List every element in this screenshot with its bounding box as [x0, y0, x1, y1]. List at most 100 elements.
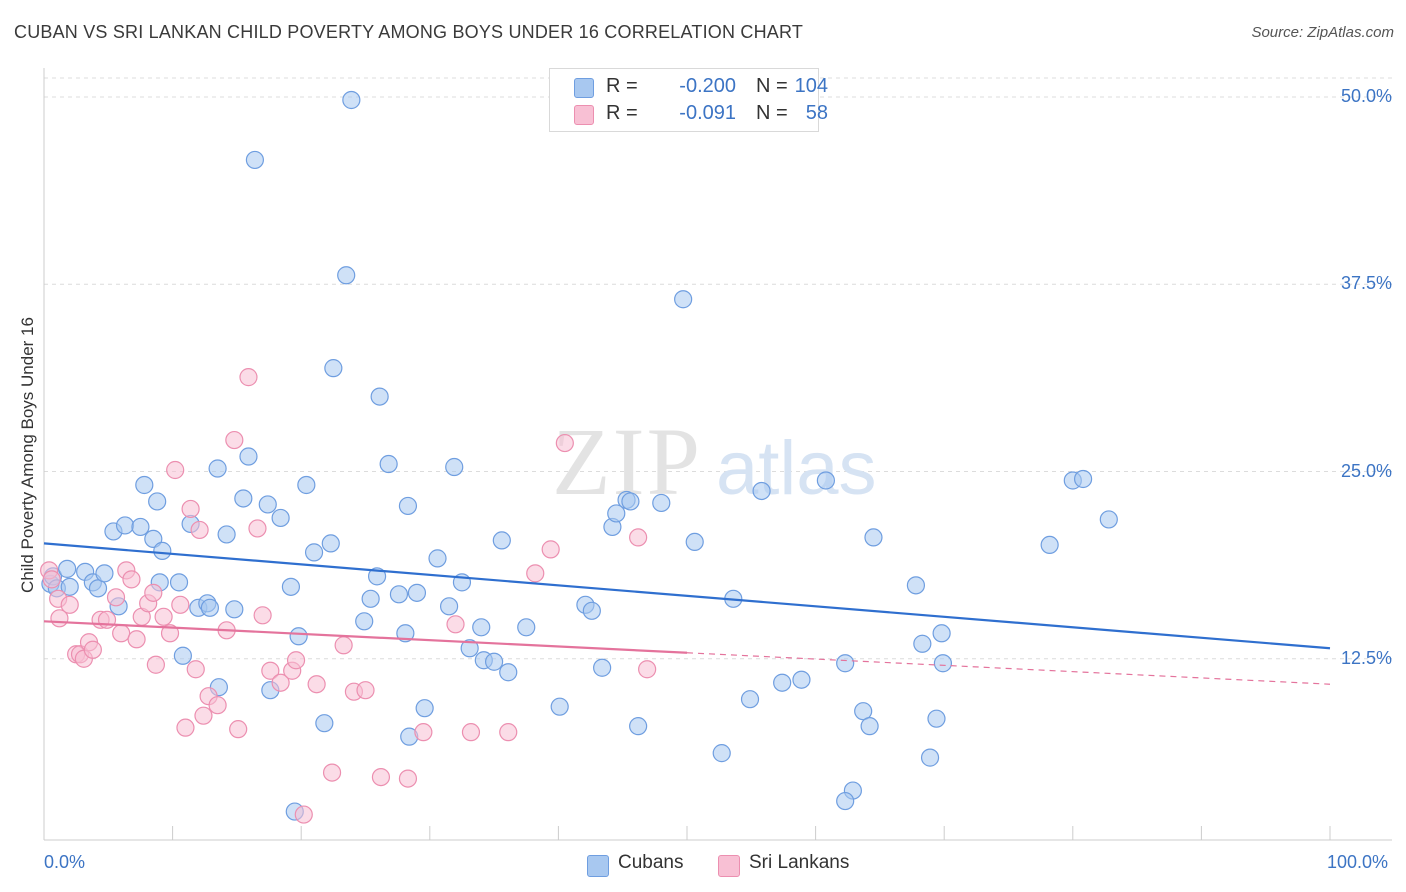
- data-point-cuban: [173, 646, 192, 665]
- trend-line-sri-lankans-extrapolated: [686, 652, 1331, 685]
- data-point-cuban: [225, 600, 244, 619]
- data-point-sri-lankan: [154, 607, 173, 626]
- legend-r-label: R =: [606, 75, 638, 97]
- data-point-cuban: [1040, 535, 1059, 555]
- data-point-cuban: [906, 576, 926, 595]
- data-point-cuban: [621, 492, 640, 511]
- data-point-cuban: [685, 532, 704, 552]
- y-axis-label: Child Poverty Among Boys Under 16: [18, 317, 37, 593]
- data-point-cuban: [208, 459, 227, 478]
- bottom-legend-swatch-sri-lankans: [718, 855, 740, 877]
- data-point-cuban: [1099, 510, 1118, 529]
- data-point-sri-lankan: [499, 723, 518, 742]
- bottom-legend-label-sri-lankans: Sri Lankans: [749, 852, 850, 873]
- data-point-cuban: [324, 359, 343, 378]
- data-point-cuban: [836, 791, 855, 811]
- data-point-sri-lankan: [146, 655, 165, 674]
- data-point-sri-lankan: [190, 520, 209, 540]
- data-point-cuban: [379, 454, 398, 474]
- data-point-cuban: [367, 567, 387, 586]
- data-point-cuban: [60, 577, 79, 596]
- legend-swatch-cubans: [574, 78, 594, 98]
- source-credit: Source: ZipAtlas.com: [1251, 24, 1394, 41]
- series-cubans: [41, 90, 1118, 821]
- data-point-cuban: [355, 612, 374, 631]
- data-point-cuban: [396, 624, 415, 643]
- data-point-cuban: [95, 564, 114, 583]
- data-point-sri-lankan: [42, 570, 61, 589]
- data-point-cuban: [499, 663, 518, 682]
- data-point-cuban: [321, 534, 340, 553]
- legend-r-value: -0.091: [679, 102, 736, 124]
- data-point-sri-lankan: [356, 681, 375, 700]
- data-point-sri-lankan: [112, 624, 131, 643]
- correlation-legend: R = -0.200 N = 104 R = -0.091 N = 58: [549, 68, 828, 132]
- data-point-cuban: [816, 471, 835, 490]
- data-point-cuban: [773, 673, 792, 692]
- data-point-sri-lankan: [414, 723, 433, 742]
- data-point-sri-lankan: [322, 763, 342, 782]
- data-point-cuban: [217, 525, 236, 544]
- data-point-cuban: [629, 717, 648, 736]
- data-point-cuban: [674, 290, 693, 309]
- data-point-sri-lankan: [176, 718, 195, 737]
- data-point-cuban: [135, 475, 154, 495]
- data-point-cuban: [337, 266, 356, 285]
- data-point-sri-lankan: [526, 564, 545, 583]
- data-point-cuban: [860, 717, 879, 736]
- data-point-sri-lankan: [371, 767, 391, 787]
- data-point-cuban: [492, 531, 511, 550]
- data-point-cuban: [234, 489, 253, 508]
- data-point-cuban: [148, 492, 167, 511]
- data-point-cuban: [792, 670, 811, 689]
- data-point-sri-lankan: [261, 661, 280, 680]
- data-point-cuban: [439, 597, 459, 616]
- data-point-sri-lankan: [248, 519, 267, 538]
- data-point-cuban: [315, 714, 334, 733]
- y-tick-label: 25.0%: [1340, 460, 1392, 481]
- data-point-cuban: [607, 504, 626, 523]
- legend-n-label: N =: [756, 102, 788, 124]
- data-point-sri-lankan: [286, 651, 306, 670]
- watermark-atlas: atlas: [716, 426, 877, 511]
- data-point-sri-lankan: [271, 673, 290, 692]
- data-point-sri-lankan: [225, 430, 244, 450]
- axes: [43, 68, 1392, 841]
- data-point-sri-lankan: [629, 528, 648, 547]
- series-sri-lankans: [40, 368, 657, 824]
- data-point-cuban: [913, 634, 932, 653]
- trend-line-cubans: [43, 542, 1331, 650]
- data-point-cuban: [932, 624, 951, 643]
- data-point-sri-lankan: [253, 606, 272, 625]
- data-point-sri-lankan: [181, 499, 200, 519]
- bottom-legend-swatch-cubans: [587, 855, 609, 877]
- data-point-sri-lankan: [60, 595, 79, 614]
- data-point-cuban: [652, 493, 671, 513]
- data-point-cuban: [297, 475, 316, 495]
- data-point-cuban: [289, 627, 308, 646]
- x-tick-label-min: 0.0%: [44, 852, 86, 872]
- bottom-legend-label-cubans: Cubans: [618, 852, 684, 873]
- data-point-sri-lankan: [307, 675, 326, 694]
- legend-n-value: 58: [805, 102, 828, 124]
- data-point-cuban: [920, 748, 940, 767]
- data-point-sri-lankan: [446, 615, 465, 634]
- data-point-cuban: [864, 528, 883, 547]
- data-point-cuban: [460, 639, 479, 658]
- y-tick-label: 12.5%: [1340, 647, 1392, 668]
- data-point-cuban: [239, 447, 258, 466]
- data-point-cuban: [593, 658, 612, 677]
- data-point-cuban: [415, 699, 434, 718]
- chart-title: CUBAN VS SRI LANKAN CHILD POVERTY AMONG …: [14, 22, 804, 42]
- data-point-cuban: [740, 690, 760, 709]
- data-point-cuban: [445, 457, 464, 477]
- data-point-cuban: [58, 559, 77, 578]
- data-point-sri-lankan: [334, 636, 353, 655]
- data-point-sri-lankan: [239, 368, 258, 387]
- data-point-cuban: [361, 589, 380, 608]
- data-point-cuban: [836, 654, 855, 673]
- data-point-sri-lankan: [186, 660, 205, 679]
- legend-r-value: -0.200: [679, 75, 736, 97]
- data-point-cuban: [304, 543, 324, 562]
